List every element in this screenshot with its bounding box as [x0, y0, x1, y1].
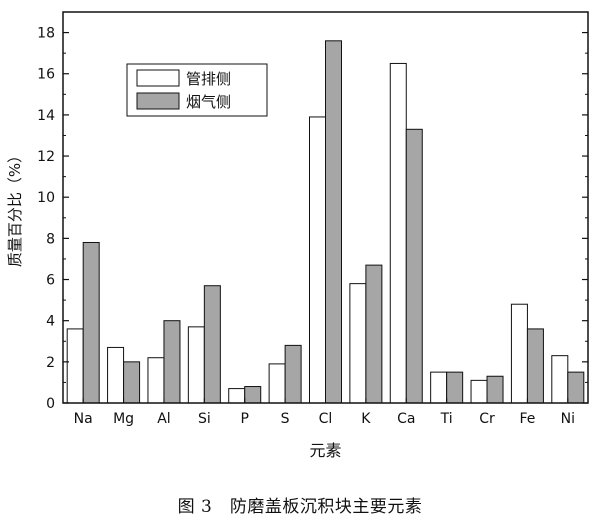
x-tick-label-s: S [281, 411, 290, 427]
bar-cr-series-2 [486, 375, 504, 404]
bar-cl-series-1 [309, 116, 326, 404]
bar-p-series-1 [228, 388, 246, 404]
y-tick-label: 8 [46, 231, 55, 247]
legend-swatch-tube-side [136, 69, 180, 87]
bar-ni-series-1 [551, 355, 569, 404]
bar-s-series-2 [284, 344, 302, 404]
y-axis-label: 质量百分比（%） [6, 148, 24, 267]
bar-si-series-2 [203, 285, 221, 404]
bar-na-series-1 [66, 328, 84, 404]
bar-fe-series-1 [510, 303, 528, 404]
x-tick-label-ti: Ti [440, 411, 453, 427]
chart-area: 0 2 4 6 8 10 12 14 16 18 Na Mg Al Si P S Cl K Ca Ti Cr Fe Ni … [6, 11, 589, 460]
x-tick-label-na: Na [74, 411, 93, 427]
x-tick-label-k: K [361, 411, 371, 427]
bar-ni-series-2 [567, 371, 585, 404]
y-axis-ticks: 0 2 4 6 8 10 12 14 16 18 [37, 26, 588, 412]
x-tick-label-fe: Fe [519, 411, 535, 427]
x-tick-label-cl: Cl [319, 411, 333, 427]
bar-mg-series-1 [107, 346, 125, 404]
bar-ca-series-1 [389, 62, 407, 404]
x-tick-label-ca: Ca [397, 411, 415, 427]
y-tick-label: 6 [46, 273, 55, 289]
bar-cl-series-2 [325, 40, 342, 404]
y-tick-label: 14 [37, 108, 55, 124]
bar-na-series-2 [82, 241, 100, 404]
y-tick-label: 0 [46, 396, 55, 412]
bar-al-series-1 [147, 357, 165, 404]
x-tick-label-p: P [241, 411, 249, 427]
bar-al-series-2 [163, 320, 181, 404]
x-tick-label-ni: Ni [561, 411, 575, 427]
figure-caption: 图 3 防磨盖板沉积块主要元素 [177, 497, 423, 517]
x-tick-label-cr: Cr [479, 411, 495, 427]
bar-s-series-1 [268, 363, 286, 404]
legend-swatch-flue-side [136, 92, 180, 110]
x-axis-label: 元素 [309, 441, 341, 460]
bar-cr-series-1 [470, 379, 488, 404]
x-axis-ticks: Na Mg Al Si P S Cl K Ca Ti Cr Fe Ni [74, 398, 575, 427]
bar-mg-series-2 [123, 361, 141, 404]
x-tick-label-al: Al [157, 411, 170, 427]
y-tick-label: 16 [37, 67, 55, 83]
bar-ti-series-2 [446, 371, 464, 404]
bar-fe-series-2 [526, 328, 544, 404]
legend: 管排侧 烟气侧 [126, 63, 268, 117]
bar-ti-series-1 [430, 371, 448, 404]
x-tick-label-mg: Mg [113, 411, 134, 427]
y-tick-label: 10 [37, 190, 55, 206]
bar-si-series-1 [187, 326, 205, 404]
legend-label-tube-side: 管排侧 [186, 70, 231, 88]
x-tick-label-si: Si [198, 411, 211, 427]
bar-k-series-2 [365, 264, 383, 404]
y-tick-label: 12 [37, 149, 55, 165]
y-tick-label: 18 [37, 26, 55, 42]
y-tick-label: 4 [46, 314, 55, 330]
bar-p-series-2 [244, 386, 262, 404]
y-tick-label: 2 [46, 355, 55, 371]
bar-ca-series-2 [405, 128, 423, 404]
legend-label-flue-side: 烟气侧 [186, 93, 231, 111]
bar-k-series-1 [349, 283, 367, 404]
